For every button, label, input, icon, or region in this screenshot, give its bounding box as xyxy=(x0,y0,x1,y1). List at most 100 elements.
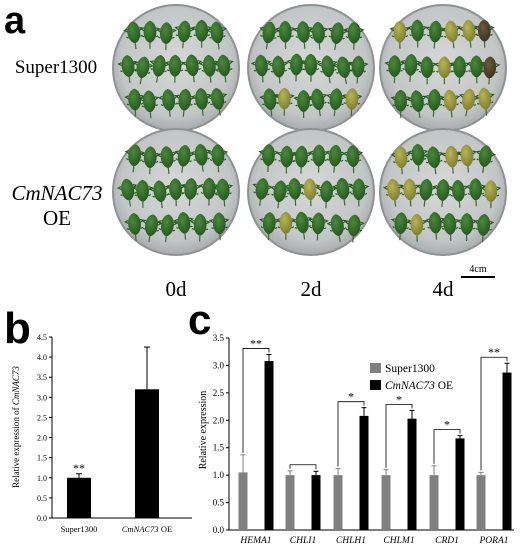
panel-b: b Relative expression of CmNAC73 0.0 0.5 1… xyxy=(4,304,192,534)
leaf xyxy=(441,145,462,174)
panel-b-ytick-label: 2.0 xyxy=(37,434,47,443)
leaf xyxy=(138,90,160,119)
leaf xyxy=(474,87,495,116)
leaf xyxy=(206,21,227,50)
panel-b-ytick-label: 4.0 xyxy=(37,353,47,362)
leaf xyxy=(390,89,412,118)
panel-c-bar xyxy=(285,475,295,530)
timepoint-2d: 2d xyxy=(301,277,323,301)
leaf xyxy=(276,145,298,174)
panel-c-bar xyxy=(455,438,465,530)
leaf xyxy=(390,146,412,175)
panel-c-ytick-label: 1.0 xyxy=(213,470,225,480)
panel-b-category-plain: OE xyxy=(159,524,172,534)
leaf xyxy=(423,146,444,175)
row-label-oe: OE xyxy=(43,206,71,230)
legend-swatch xyxy=(370,380,381,390)
leaf xyxy=(424,211,446,240)
panel-c-bar xyxy=(381,475,391,530)
leaf xyxy=(133,56,154,85)
panel-b-ylabel-italic: CmNAC73 xyxy=(11,366,21,406)
petri-plate xyxy=(379,128,507,256)
panel-c-bar xyxy=(333,475,343,530)
panel-c-bar xyxy=(502,372,512,530)
panel-c-category-label: HEMA1 xyxy=(239,536,271,546)
leaf xyxy=(180,177,202,206)
leaf xyxy=(132,179,153,208)
panel-c-significance: ** xyxy=(250,336,262,350)
panel-a-letter: a xyxy=(4,0,26,42)
panel-c-bar xyxy=(407,418,417,530)
leaf xyxy=(473,19,495,48)
panel-c-bar xyxy=(311,475,321,530)
leaf xyxy=(198,54,220,83)
panel-c-category-label: CHLM1 xyxy=(383,536,414,546)
panel-b-bar xyxy=(67,477,91,518)
panel-a: a Super1300 CmNAC73 OE 0d 2d 4d 4cm xyxy=(4,0,507,301)
leaf xyxy=(292,20,314,49)
leaf xyxy=(300,53,322,82)
panel-b-category-plain: Super1300 xyxy=(61,524,98,534)
leaf xyxy=(316,180,338,209)
legend-entry-italic: CmNAC73 xyxy=(385,380,435,392)
leaf xyxy=(181,54,203,83)
panel-b-ytick-label: 1.5 xyxy=(37,454,47,463)
panel-c-ytick-label: 3.0 xyxy=(213,360,225,370)
panel-c-category-label: CRD1 xyxy=(435,536,459,546)
leaf xyxy=(123,213,145,241)
panel-c-bracket xyxy=(337,401,365,467)
leaf xyxy=(213,54,234,83)
leaf xyxy=(400,53,422,82)
panel-c-significance: * xyxy=(348,390,354,404)
leaf xyxy=(141,214,163,243)
legend-swatch xyxy=(370,363,381,373)
panel-b-ytick-label: 0.0 xyxy=(37,514,47,523)
leaf xyxy=(173,211,194,240)
leaf xyxy=(156,22,177,51)
leaf xyxy=(157,214,179,243)
leaf xyxy=(212,178,234,207)
panel-b-category-label: Super1300 xyxy=(61,524,98,534)
leaf xyxy=(207,144,229,173)
legend-entry-plain: Super1300 xyxy=(385,363,435,375)
panel-c-ytick-label: 3.5 xyxy=(213,333,225,343)
panel-b-ytick-label: 1.0 xyxy=(37,474,47,483)
legend-entry-plain: OE xyxy=(435,380,453,392)
leaf xyxy=(149,180,170,209)
leaf xyxy=(149,54,170,83)
leaf xyxy=(473,213,495,242)
panel-b-ytick-label: 2.5 xyxy=(37,413,47,422)
leaf xyxy=(342,145,364,174)
petri-plate xyxy=(112,128,240,256)
panel-b-bar xyxy=(135,389,159,518)
panel-c-bracket xyxy=(433,429,461,464)
panel-b-ytick-label: 3.0 xyxy=(37,393,47,402)
leaf xyxy=(270,180,291,209)
leaf xyxy=(156,146,178,174)
leaf xyxy=(465,178,487,207)
leaf xyxy=(267,55,289,84)
leaf xyxy=(259,212,280,241)
leaf xyxy=(259,21,280,50)
panel-c-bar xyxy=(476,475,486,530)
leaf xyxy=(332,177,353,206)
panel-c-bracket xyxy=(289,464,317,470)
leaf xyxy=(326,88,347,117)
leaf xyxy=(347,55,369,84)
leaf xyxy=(189,213,211,242)
leaf xyxy=(274,20,296,49)
petri-plate xyxy=(247,128,375,256)
panel-c-bar xyxy=(238,472,248,530)
scale-bar-label: 4cm xyxy=(469,264,486,275)
panel-c-category-label: PORA1 xyxy=(478,536,508,546)
panel-c-letter: c xyxy=(188,296,211,343)
panel-c-significance: ** xyxy=(488,345,500,359)
leaf xyxy=(479,56,501,85)
plate-grid xyxy=(112,4,507,256)
timepoint-0d: 0d xyxy=(166,277,188,301)
panel-c-bar xyxy=(359,415,369,530)
petri-plate xyxy=(379,4,507,132)
panel-b-significance: ** xyxy=(73,461,85,475)
leaf xyxy=(174,20,195,49)
leaf xyxy=(348,178,370,207)
